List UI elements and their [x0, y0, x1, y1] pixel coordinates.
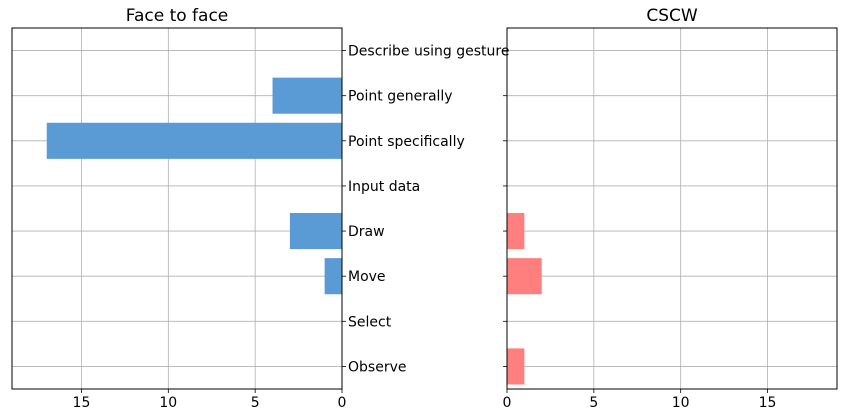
category-label: Point specifically [348, 134, 465, 150]
right-bar-observe [507, 348, 525, 385]
right-panel: 0 5 10 15 [503, 27, 838, 411]
category-label: Move [348, 269, 386, 285]
right-xtick-label: 5 [589, 395, 598, 411]
right-chart-title: CSCW [646, 6, 698, 26]
left-panel: 15 10 5 0 [11, 27, 347, 411]
right-bar-draw [507, 213, 525, 250]
left-xtick-label: 5 [251, 395, 260, 411]
left-bar-move [324, 258, 342, 295]
left-bar-draw [289, 213, 342, 250]
category-label: Point generally [348, 89, 453, 105]
left-bar-point-generally [272, 77, 342, 114]
right-xtick-label: 0 [503, 395, 512, 411]
category-label: Observe [348, 359, 406, 375]
category-label: Input data [348, 179, 420, 195]
category-label: Draw [348, 224, 385, 240]
left-bar-point-specifically [46, 122, 342, 159]
category-label: Describe using gesture [348, 44, 509, 60]
left-axes-frame [11, 27, 343, 390]
right-xtick-label: 15 [759, 395, 777, 411]
left-xtick-label: 0 [338, 395, 347, 411]
left-chart-title: Face to face [126, 6, 229, 26]
left-xtick-label: 10 [159, 395, 177, 411]
category-labels: Describe using gesture Point generally Poi… [342, 28, 509, 389]
right-bar-move [507, 258, 542, 295]
category-label: Select [348, 314, 392, 330]
right-axes-frame [506, 27, 838, 390]
left-xtick-label: 15 [73, 395, 91, 411]
right-xtick-label: 10 [672, 395, 690, 411]
